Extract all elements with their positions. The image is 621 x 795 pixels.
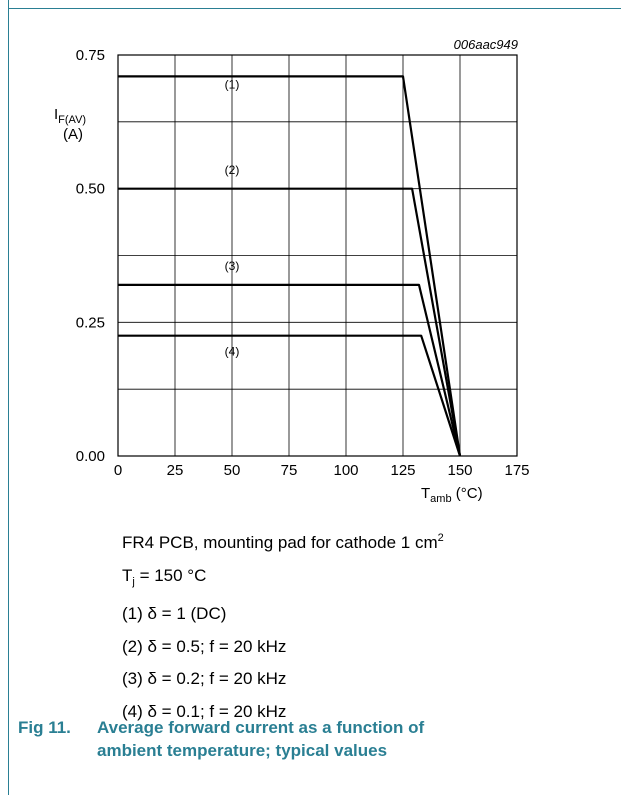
series-line-1	[118, 75, 462, 457]
x-tick-label: 150	[447, 462, 472, 479]
note-series-1: (1) δ = 1 (DC)	[122, 604, 227, 623]
figure-caption: Fig 11. Average forward current as a func…	[18, 716, 424, 762]
x-axis-title-sub: amb	[430, 493, 451, 505]
series-line-3	[118, 283, 462, 457]
y-axis-title: IF(AV) (A)	[54, 106, 86, 143]
note-series-2: (2) δ = 0.5; f = 20 kHz	[122, 636, 287, 656]
figure-notes: FR4 PCB, mounting pad for cathode 1 cm2 …	[122, 522, 444, 728]
x-tick-label: 25	[167, 462, 184, 479]
note-tj-main: T	[122, 565, 133, 585]
note-series-3: (3) δ = 0.2; f = 20 kHz	[122, 669, 287, 688]
y-axis-unit: (A)	[63, 126, 83, 143]
note-tj-sub: j	[132, 575, 135, 588]
series-layer	[118, 75, 462, 457]
y-axis-title-main: I	[54, 106, 58, 123]
chart: (1) (2) (3) (4) 0 25 50 75 100 125 150 175 0.00 0.25…	[54, 37, 530, 505]
series-labels: (1) (2) (3) (4)	[225, 77, 240, 358]
x-tick-label: 75	[281, 462, 298, 479]
series-label-4: (4)	[225, 345, 240, 359]
series-line-4	[118, 334, 462, 457]
note-pcb: FR4 PCB, mounting pad for cathode 1 cm2	[122, 522, 444, 560]
figure-number: Fig 11.	[18, 718, 71, 737]
y-tick-label: 0.75	[76, 47, 105, 64]
x-axis-title-unit: (°C)	[452, 485, 483, 502]
x-axis-title: Tamb (°C)	[421, 485, 483, 505]
note-pcb-text: FR4 PCB, mounting pad for cathode 1 cm	[122, 533, 438, 552]
y-axis-title-sub: F(AV)	[58, 114, 86, 126]
x-axis-title-main: T	[421, 485, 430, 502]
y-tick-label: 0.25	[76, 314, 105, 331]
x-tick-label: 175	[504, 462, 529, 479]
x-tick-label: 0	[114, 462, 122, 479]
plot-frame	[117, 54, 518, 457]
note-series-4: (4) δ = 0.1; f = 20 kHz	[122, 701, 287, 721]
series-label-2: (2)	[225, 163, 240, 177]
y-tick-label: 0.00	[76, 448, 105, 465]
y-tick-label: 0.50	[76, 181, 105, 198]
x-tick-label: 100	[333, 462, 358, 479]
x-tick-label: 50	[224, 462, 241, 479]
series-label-3: (3)	[225, 259, 240, 273]
note-pcb-sup: 2	[437, 532, 444, 544]
grid	[118, 55, 517, 456]
page-frame-left	[8, 0, 9, 795]
tick-labels: 0 25 50 75 100 125 150 175 0.00 0.25 0.50 0.75	[76, 47, 530, 479]
series-label-1: (1)	[225, 77, 240, 91]
caption-line-1: Average forward current as a function of	[97, 718, 425, 737]
svg-text:IF(AV): IF(AV)	[54, 106, 86, 126]
series-line-2	[118, 187, 462, 457]
note-tj-rest: = 150 °C	[134, 565, 207, 585]
figure-id: 006aac949	[454, 37, 518, 52]
x-tick-label: 125	[390, 462, 415, 479]
page-frame-top	[8, 8, 621, 9]
caption-line-2: ambient temperature; typical values	[97, 741, 388, 760]
note-tj: Tj = 150 °C	[122, 560, 444, 599]
